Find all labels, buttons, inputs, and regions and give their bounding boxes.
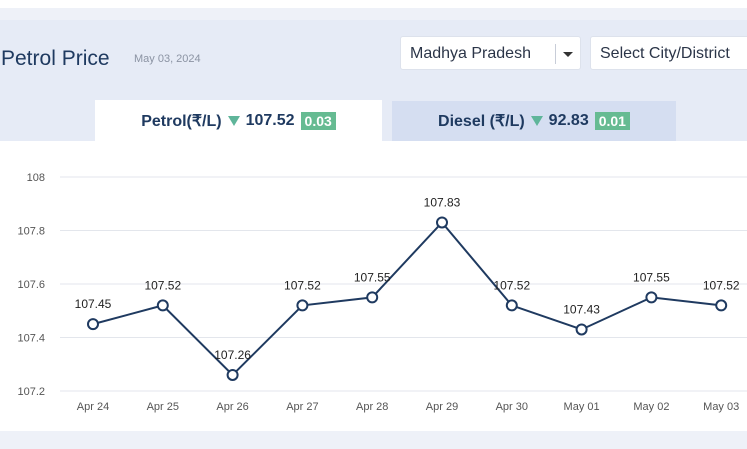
x-tick-label: May 02: [633, 401, 669, 413]
data-point: [436, 216, 448, 229]
data-point: [366, 291, 379, 304]
x-tick-label: Apr 28: [356, 401, 388, 413]
data-point: [575, 323, 588, 336]
y-tick-label: 108: [27, 172, 45, 184]
x-tick-label: Apr 26: [216, 401, 248, 413]
data-label: 107.43: [563, 302, 600, 316]
data-point: [505, 299, 518, 312]
tab-diesel-label: Diesel (₹/L): [438, 113, 525, 130]
data-label: 107.52: [703, 278, 740, 292]
data-point: [87, 318, 99, 331]
tab-petrol[interactable]: Petrol(₹/L) 107.52 0.03: [95, 100, 382, 141]
data-label: 107.52: [493, 278, 530, 292]
data-label: 107.52: [144, 278, 181, 292]
series-line: [92, 220, 722, 377]
y-tick-label: 107.4: [17, 333, 45, 345]
down-triangle-icon: [227, 115, 240, 126]
data-point: [296, 299, 309, 312]
y-tick-label: 107.6: [17, 279, 45, 291]
select-divider: [555, 44, 556, 64]
tab-petrol-label: Petrol(₹/L): [141, 112, 222, 130]
data-label: 107.83: [424, 195, 461, 209]
state-select[interactable]: Madhya Pradesh: [400, 36, 581, 70]
city-select-placeholder: Select City/District: [600, 45, 730, 62]
state-select-value: Madhya Pradesh: [410, 45, 531, 62]
data-label: 107.55: [354, 270, 391, 284]
x-tick-label: Apr 27: [286, 401, 318, 413]
tab-petrol-change-badge: 0.03: [300, 111, 336, 130]
y-tick-label: 107.2: [17, 386, 45, 398]
x-tick-label: Apr 24: [77, 401, 109, 413]
chart-area: [0, 141, 747, 431]
tab-diesel-change-badge: 0.01: [594, 112, 630, 130]
chevron-down-icon[interactable]: [563, 52, 573, 57]
data-point: [156, 299, 169, 312]
tab-diesel[interactable]: Diesel (₹/L) 92.83 0.01: [392, 101, 676, 141]
data-point: [715, 299, 728, 312]
data-label: 107.26: [214, 348, 251, 362]
city-select[interactable]: Select City/District: [590, 36, 747, 70]
x-tick-label: Apr 25: [147, 401, 179, 413]
bottom-strip: [0, 431, 747, 449]
data-label: 107.52: [284, 278, 321, 292]
data-label: 107.45: [75, 297, 112, 311]
top-bar: [0, 0, 747, 8]
tab-petrol-price: 107.52: [245, 111, 295, 129]
data-point: [226, 368, 239, 381]
tab-diesel-price: 92.83: [548, 112, 589, 129]
page-title: Petrol Price: [1, 47, 110, 70]
y-tick-label: 107.8: [17, 226, 45, 238]
data-label: 107.55: [633, 270, 670, 284]
data-point: [645, 291, 658, 304]
x-tick-label: May 03: [703, 401, 739, 413]
x-tick-label: Apr 29: [426, 401, 458, 413]
down-triangle-icon: [530, 116, 543, 126]
price-date: May 03, 2024: [134, 53, 201, 65]
x-tick-label: May 01: [564, 401, 600, 413]
x-tick-label: Apr 30: [496, 401, 528, 413]
